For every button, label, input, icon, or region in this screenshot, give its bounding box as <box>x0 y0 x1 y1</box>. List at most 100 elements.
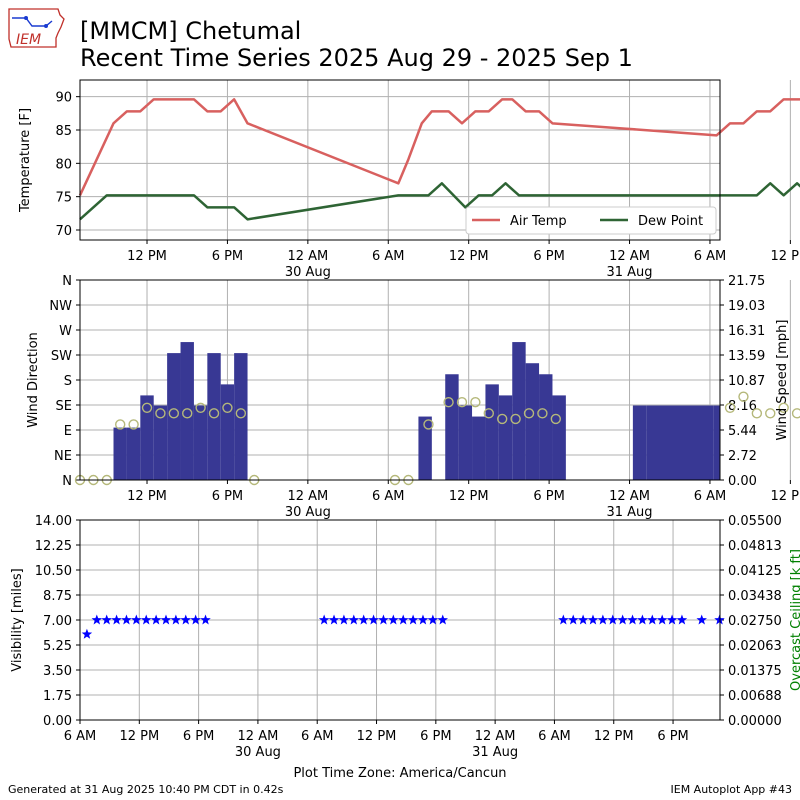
wind-direction-marker <box>423 419 434 430</box>
x-tick-label: 12 PM <box>127 489 167 504</box>
visibility-star <box>101 614 112 625</box>
visibility-star <box>676 614 688 625</box>
speed-tick-label: 13.59 <box>728 349 765 364</box>
wind-speed-bar <box>445 374 459 480</box>
air-temp-line <box>78 98 800 196</box>
x-tick-label: 6 AM <box>538 729 571 744</box>
ceiling-tick-label: 0.04813 <box>728 539 782 554</box>
speed-tick-label: 21.75 <box>728 274 765 289</box>
wind-direction-marker <box>128 419 139 430</box>
direction-tick-label: W <box>59 324 72 339</box>
x-tick-label: 12 AM <box>475 729 516 744</box>
ceiling-tick-label: 0.03438 <box>728 589 782 604</box>
wind-direction-marker <box>496 413 508 425</box>
x-tick-label: 6 AM <box>64 729 97 744</box>
x-tick-label: 6 AM <box>372 249 405 264</box>
visibility-tick-label: 14.00 <box>35 514 72 529</box>
wind-direction-marker <box>751 408 763 419</box>
app-footer: IEM Autoplot App #43 <box>670 783 793 796</box>
wind-speed-bar <box>552 395 566 480</box>
wind-direction-marker <box>483 408 494 419</box>
y-tick-label: 75 <box>55 191 72 206</box>
x-tick-label: 12 AM <box>287 489 328 504</box>
x-tick-label: 6 PM <box>183 729 214 744</box>
speed-tick-label: 19.03 <box>728 299 765 314</box>
wind-speed-bar <box>713 405 720 480</box>
x-tick-label: 12 PM <box>449 489 489 504</box>
wind-direction-marker <box>141 402 153 413</box>
visibility-tick-label: 7.00 <box>43 614 72 629</box>
wind-speed-bar <box>140 395 154 480</box>
direction-tick-label: N <box>62 474 72 489</box>
visibility-star <box>318 614 330 625</box>
visibility-star <box>637 614 648 625</box>
visibility-star <box>427 614 439 625</box>
wind-speed-bar <box>525 363 540 480</box>
wind-direction-marker <box>208 408 220 419</box>
x-tick-label: 12 PM <box>119 729 159 744</box>
visibility-tick-label: 3.50 <box>43 664 72 679</box>
wind-speed-bar <box>498 395 513 480</box>
wind-speed-bar <box>167 353 181 480</box>
x-tick-label: 6 AM <box>372 489 405 504</box>
wind-direction-marker <box>791 408 800 419</box>
plot-frame <box>79 79 721 241</box>
y-tick-label: 85 <box>55 124 72 139</box>
wind-direction-marker <box>765 408 776 419</box>
direction-tick-label: NW <box>49 299 72 314</box>
x-tick-label: 12 PM <box>449 249 489 264</box>
y-tick-label: 90 <box>55 91 72 106</box>
speed-tick-label: 10.87 <box>728 374 765 389</box>
x-tick-sublabel: 31 Aug <box>606 505 652 520</box>
x-tick-label: 12 AM <box>609 249 650 264</box>
visibility-star <box>577 614 589 625</box>
wind-speed-bar <box>220 384 235 480</box>
x-tick-label: 6 PM <box>657 729 688 744</box>
x-tick-label: 6 PM <box>212 249 243 264</box>
wind-direction-marker <box>724 402 736 413</box>
wind-direction-marker <box>550 413 562 425</box>
wind-direction-marker <box>222 402 233 413</box>
visibility-star <box>150 614 162 625</box>
visibility-tick-label: 1.75 <box>43 689 72 704</box>
wind-speed-bar <box>512 342 526 480</box>
visibility-tick-label: 10.50 <box>35 564 72 579</box>
wind-direction-marker <box>456 397 468 408</box>
visibility-star <box>617 614 628 625</box>
visibility-tick-label: 0.00 <box>43 714 72 729</box>
direction-tick-label: N <box>62 274 72 289</box>
x-axis-label: Plot Time Zone: America/Cancun <box>293 766 506 781</box>
wind-speed-bar <box>180 342 194 480</box>
visibility-tick-label: 8.75 <box>43 589 72 604</box>
x-tick-sublabel: 30 Aug <box>285 265 331 280</box>
y-tick-label: 80 <box>55 157 72 172</box>
legend-label: Dew Point <box>638 214 703 229</box>
wind-speed-bar <box>485 384 499 480</box>
x-tick-sublabel: 30 Aug <box>235 745 281 760</box>
wind-speed-bar <box>193 405 208 480</box>
y-axis-label: Wind Direction <box>26 332 41 428</box>
wind-direction-marker <box>470 397 481 408</box>
visibility-star <box>656 614 668 625</box>
visibility-star <box>170 614 182 625</box>
x-tick-label: 12 AM <box>609 489 650 504</box>
x-tick-label: 6 AM <box>694 249 727 264</box>
visibility-star <box>81 628 93 639</box>
visibility-star <box>388 614 399 625</box>
wind-direction-marker <box>195 402 206 413</box>
plot-frame <box>79 519 721 721</box>
x-tick-label: 6 AM <box>301 729 334 744</box>
dew-point-line <box>79 182 800 221</box>
x-tick-label: 12 PM <box>357 729 397 744</box>
visibility-star <box>368 614 379 625</box>
visibility-star <box>121 614 132 625</box>
wind-direction-marker <box>778 402 789 413</box>
direction-tick-label: E <box>64 424 72 439</box>
visibility-star <box>666 614 678 625</box>
wind-speed-bar <box>153 405 168 480</box>
y2-axis-label: Overcast Ceiling [k ft] <box>789 549 800 691</box>
wind-speed-bar <box>207 353 221 480</box>
x-tick-label: 6 PM <box>533 489 564 504</box>
speed-tick-label: 16.31 <box>728 324 765 339</box>
